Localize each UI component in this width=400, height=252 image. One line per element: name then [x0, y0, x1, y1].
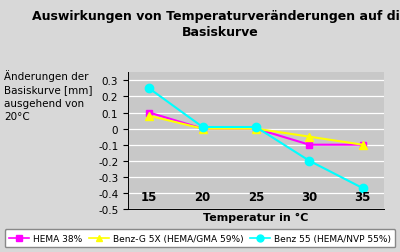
X-axis label: Temperatur in °C: Temperatur in °C — [203, 212, 309, 222]
Legend: HEMA 38%, Benz-G 5X (HEMA/GMA 59%), Benz 55 (HEMA/NVP 55%): HEMA 38%, Benz-G 5X (HEMA/GMA 59%), Benz… — [5, 230, 395, 247]
Text: Auswirkungen von Temperaturveränderungen auf die
Basiskurve: Auswirkungen von Temperaturveränderungen… — [32, 10, 400, 39]
Text: 20: 20 — [194, 190, 211, 203]
Text: 25: 25 — [248, 190, 264, 203]
Text: 15: 15 — [141, 190, 158, 203]
Text: 30: 30 — [301, 190, 318, 203]
Text: 35: 35 — [354, 190, 371, 203]
Text: Änderungen der
Basiskurve [mm]
ausgehend von
20°C: Änderungen der Basiskurve [mm] ausgehend… — [4, 70, 92, 121]
